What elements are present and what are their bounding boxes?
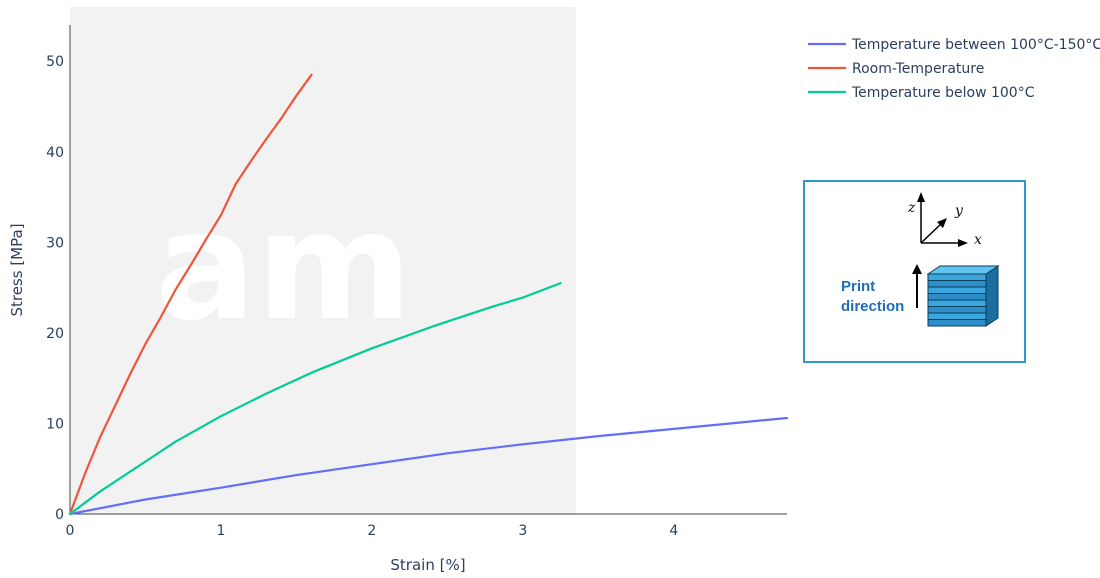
- print-label-line1: Print: [841, 278, 875, 295]
- block-layer: [927, 280, 987, 288]
- block-layer: [927, 312, 987, 320]
- z-axis-letter: z: [907, 200, 916, 216]
- block-layer: [927, 286, 987, 294]
- x-tick-label: 2: [367, 523, 376, 539]
- series-lines: [68, 73, 789, 516]
- block-layer: [927, 306, 987, 314]
- block-layer: [927, 299, 987, 307]
- y-tick-label: 40: [46, 145, 64, 161]
- y-arrow: [920, 222, 943, 244]
- x-tick-label: 1: [216, 523, 225, 539]
- x-tick-label: 0: [66, 523, 75, 539]
- legend: Temperature between 100°C-150°C Room-Temp…: [808, 37, 1100, 101]
- block-layer: [927, 319, 987, 327]
- legend-label: Temperature between 100°C-150°C: [851, 37, 1100, 53]
- watermark-logo: am: [155, 180, 413, 354]
- x-tick-label: 3: [518, 523, 527, 539]
- layered-print-block: [926, 265, 1000, 327]
- y-tick-label: 0: [55, 507, 64, 523]
- shaded-region: [70, 7, 576, 514]
- block-layer: [927, 273, 987, 281]
- y-axis-title: Stress [MPa]: [8, 223, 26, 316]
- y-tick-label: 30: [46, 235, 64, 251]
- y-tick-label: 50: [46, 54, 64, 70]
- block-side-face: [985, 265, 999, 327]
- x-tick-label: 4: [669, 523, 678, 539]
- z-arrowhead: [917, 192, 925, 202]
- y-tick-label: 10: [46, 416, 64, 432]
- block-layer: [927, 293, 987, 301]
- x-arrowhead: [958, 239, 968, 247]
- x-axis-title: Strain [%]: [390, 556, 465, 574]
- print-direction-inset: z y x Print direction: [803, 180, 1026, 363]
- series-line-0: [68, 416, 789, 516]
- series-line-2: [68, 282, 562, 516]
- print-label-line2: direction: [841, 298, 904, 315]
- legend-label: Temperature below 100°C: [851, 85, 1035, 101]
- series-line-1: [68, 73, 313, 516]
- x-axis-letter: x: [974, 232, 982, 248]
- y-tick-label: 20: [46, 326, 64, 342]
- legend-label: Room-Temperature: [852, 61, 984, 77]
- y-arrowhead: [937, 218, 947, 228]
- print-direction-arrowhead: [912, 264, 922, 274]
- block-top-face: [926, 265, 1000, 275]
- y-axis-letter: y: [954, 203, 964, 219]
